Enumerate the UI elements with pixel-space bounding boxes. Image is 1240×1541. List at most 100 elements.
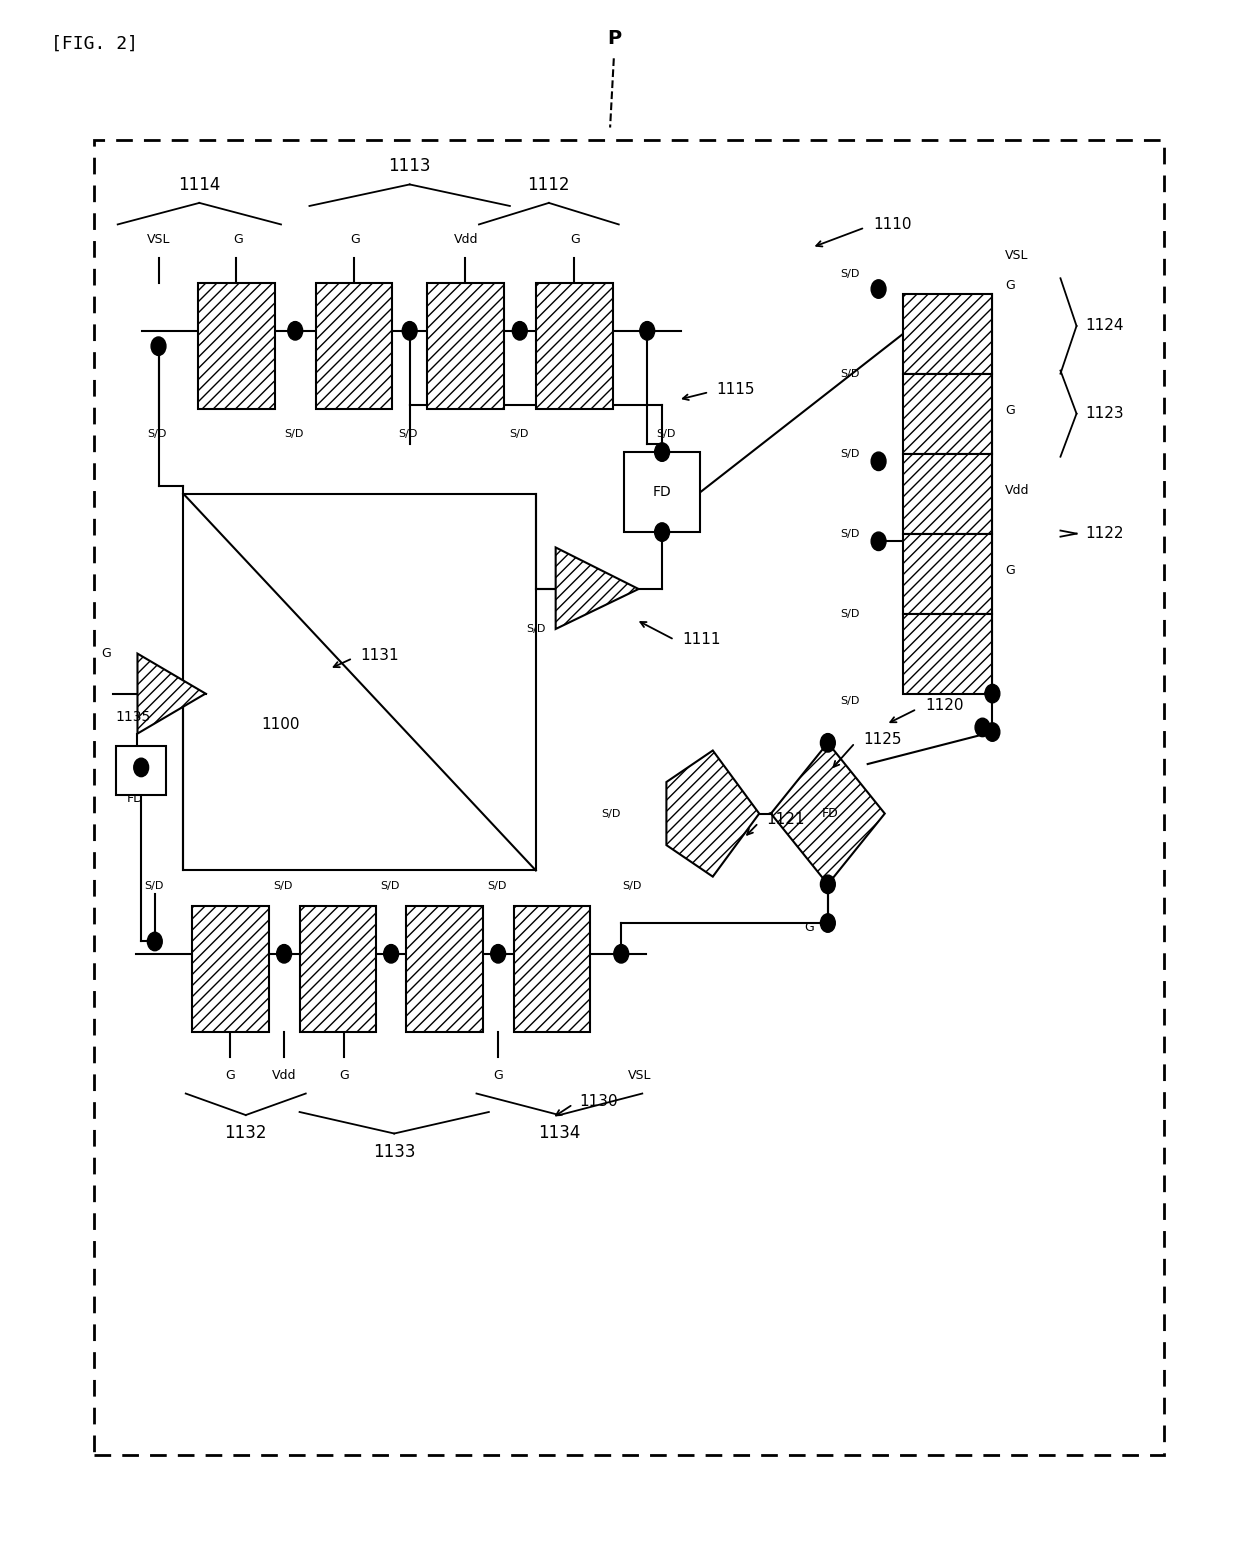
Bar (903, 294, 992, 373)
Bar (903, 613, 992, 693)
Text: P: P (606, 29, 621, 48)
Text: VSL: VSL (627, 1068, 651, 1082)
Bar (903, 453, 992, 533)
Circle shape (985, 684, 999, 703)
Circle shape (134, 758, 149, 777)
Text: Vdd: Vdd (1004, 484, 1029, 498)
Text: 1112: 1112 (527, 176, 570, 194)
Text: FD: FD (652, 485, 671, 499)
Text: 1121: 1121 (766, 812, 805, 828)
Text: G: G (102, 647, 112, 660)
Text: G: G (1004, 279, 1014, 293)
Text: 1110: 1110 (874, 217, 913, 233)
Bar (903, 373, 992, 453)
Text: 1124: 1124 (1085, 319, 1123, 333)
Text: S/D: S/D (601, 809, 620, 818)
Polygon shape (556, 547, 639, 629)
Text: S/D: S/D (841, 448, 859, 459)
Text: 1130: 1130 (579, 1094, 618, 1108)
Text: S/D: S/D (508, 428, 528, 439)
Circle shape (872, 452, 887, 470)
Text: 1122: 1122 (1085, 525, 1123, 541)
Circle shape (151, 337, 166, 356)
Bar (94, 140, 1164, 1455)
Text: 1134: 1134 (538, 1125, 580, 1142)
Circle shape (655, 442, 670, 461)
Text: 1111: 1111 (682, 632, 720, 647)
Bar (427, 284, 503, 408)
Text: FD: FD (126, 792, 144, 804)
Bar (903, 533, 992, 613)
Text: S/D: S/D (381, 881, 399, 891)
Circle shape (640, 322, 655, 341)
Circle shape (277, 945, 291, 963)
Text: 1132: 1132 (224, 1125, 267, 1142)
Text: S/D: S/D (487, 881, 507, 891)
Text: VSL: VSL (146, 233, 170, 247)
Circle shape (148, 932, 162, 951)
Circle shape (288, 322, 303, 341)
Text: S/D: S/D (273, 881, 293, 891)
Text: S/D: S/D (841, 368, 859, 379)
Bar (624, 452, 701, 532)
Text: G: G (570, 233, 580, 247)
Text: Vdd: Vdd (454, 233, 479, 247)
Circle shape (975, 718, 990, 737)
Circle shape (821, 875, 836, 894)
Text: 1120: 1120 (925, 698, 963, 713)
Circle shape (872, 280, 887, 299)
Bar (192, 906, 269, 1032)
Text: 1114: 1114 (179, 176, 221, 194)
Text: S/D: S/D (526, 624, 546, 633)
Text: S/D: S/D (841, 697, 859, 706)
Circle shape (655, 522, 670, 541)
Circle shape (821, 734, 836, 752)
Bar (198, 284, 275, 408)
Circle shape (512, 322, 527, 341)
Circle shape (402, 322, 417, 341)
Bar (184, 493, 536, 871)
Text: 1135: 1135 (115, 710, 150, 724)
Text: 1100: 1100 (262, 717, 300, 732)
Text: G: G (233, 233, 243, 247)
Circle shape (872, 532, 887, 550)
Text: S/D: S/D (706, 794, 725, 803)
Text: S/D: S/D (656, 428, 676, 439)
Bar (117, 746, 166, 795)
Bar (316, 284, 392, 408)
Text: G: G (340, 1068, 348, 1082)
Text: G: G (1004, 564, 1014, 576)
Text: FD: FD (822, 807, 838, 820)
Polygon shape (666, 750, 759, 877)
Bar (405, 906, 482, 1032)
Text: G: G (226, 1068, 236, 1082)
Bar (536, 284, 613, 408)
Text: 1113: 1113 (388, 157, 432, 176)
Text: S/D: S/D (841, 268, 859, 279)
Bar (513, 906, 590, 1032)
Text: S/D: S/D (841, 529, 859, 539)
Circle shape (383, 945, 398, 963)
Text: 1133: 1133 (373, 1143, 415, 1160)
Text: G: G (1004, 404, 1014, 418)
Text: S/D: S/D (284, 428, 304, 439)
Text: G: G (805, 922, 815, 934)
Polygon shape (771, 743, 885, 885)
Text: G: G (351, 233, 360, 247)
Text: 1131: 1131 (360, 647, 399, 663)
Polygon shape (138, 653, 206, 734)
Bar (300, 906, 376, 1032)
Circle shape (985, 723, 999, 741)
Text: 1125: 1125 (864, 732, 903, 747)
Text: S/D: S/D (144, 881, 164, 891)
Text: S/D: S/D (399, 428, 418, 439)
Text: S/D: S/D (841, 609, 859, 618)
Circle shape (491, 945, 506, 963)
Text: VSL: VSL (1004, 248, 1028, 262)
Text: Vdd: Vdd (272, 1068, 296, 1082)
Text: 1123: 1123 (1085, 407, 1123, 421)
Circle shape (614, 945, 629, 963)
Text: S/D: S/D (622, 881, 642, 891)
Circle shape (821, 914, 836, 932)
Text: 1115: 1115 (717, 382, 755, 396)
